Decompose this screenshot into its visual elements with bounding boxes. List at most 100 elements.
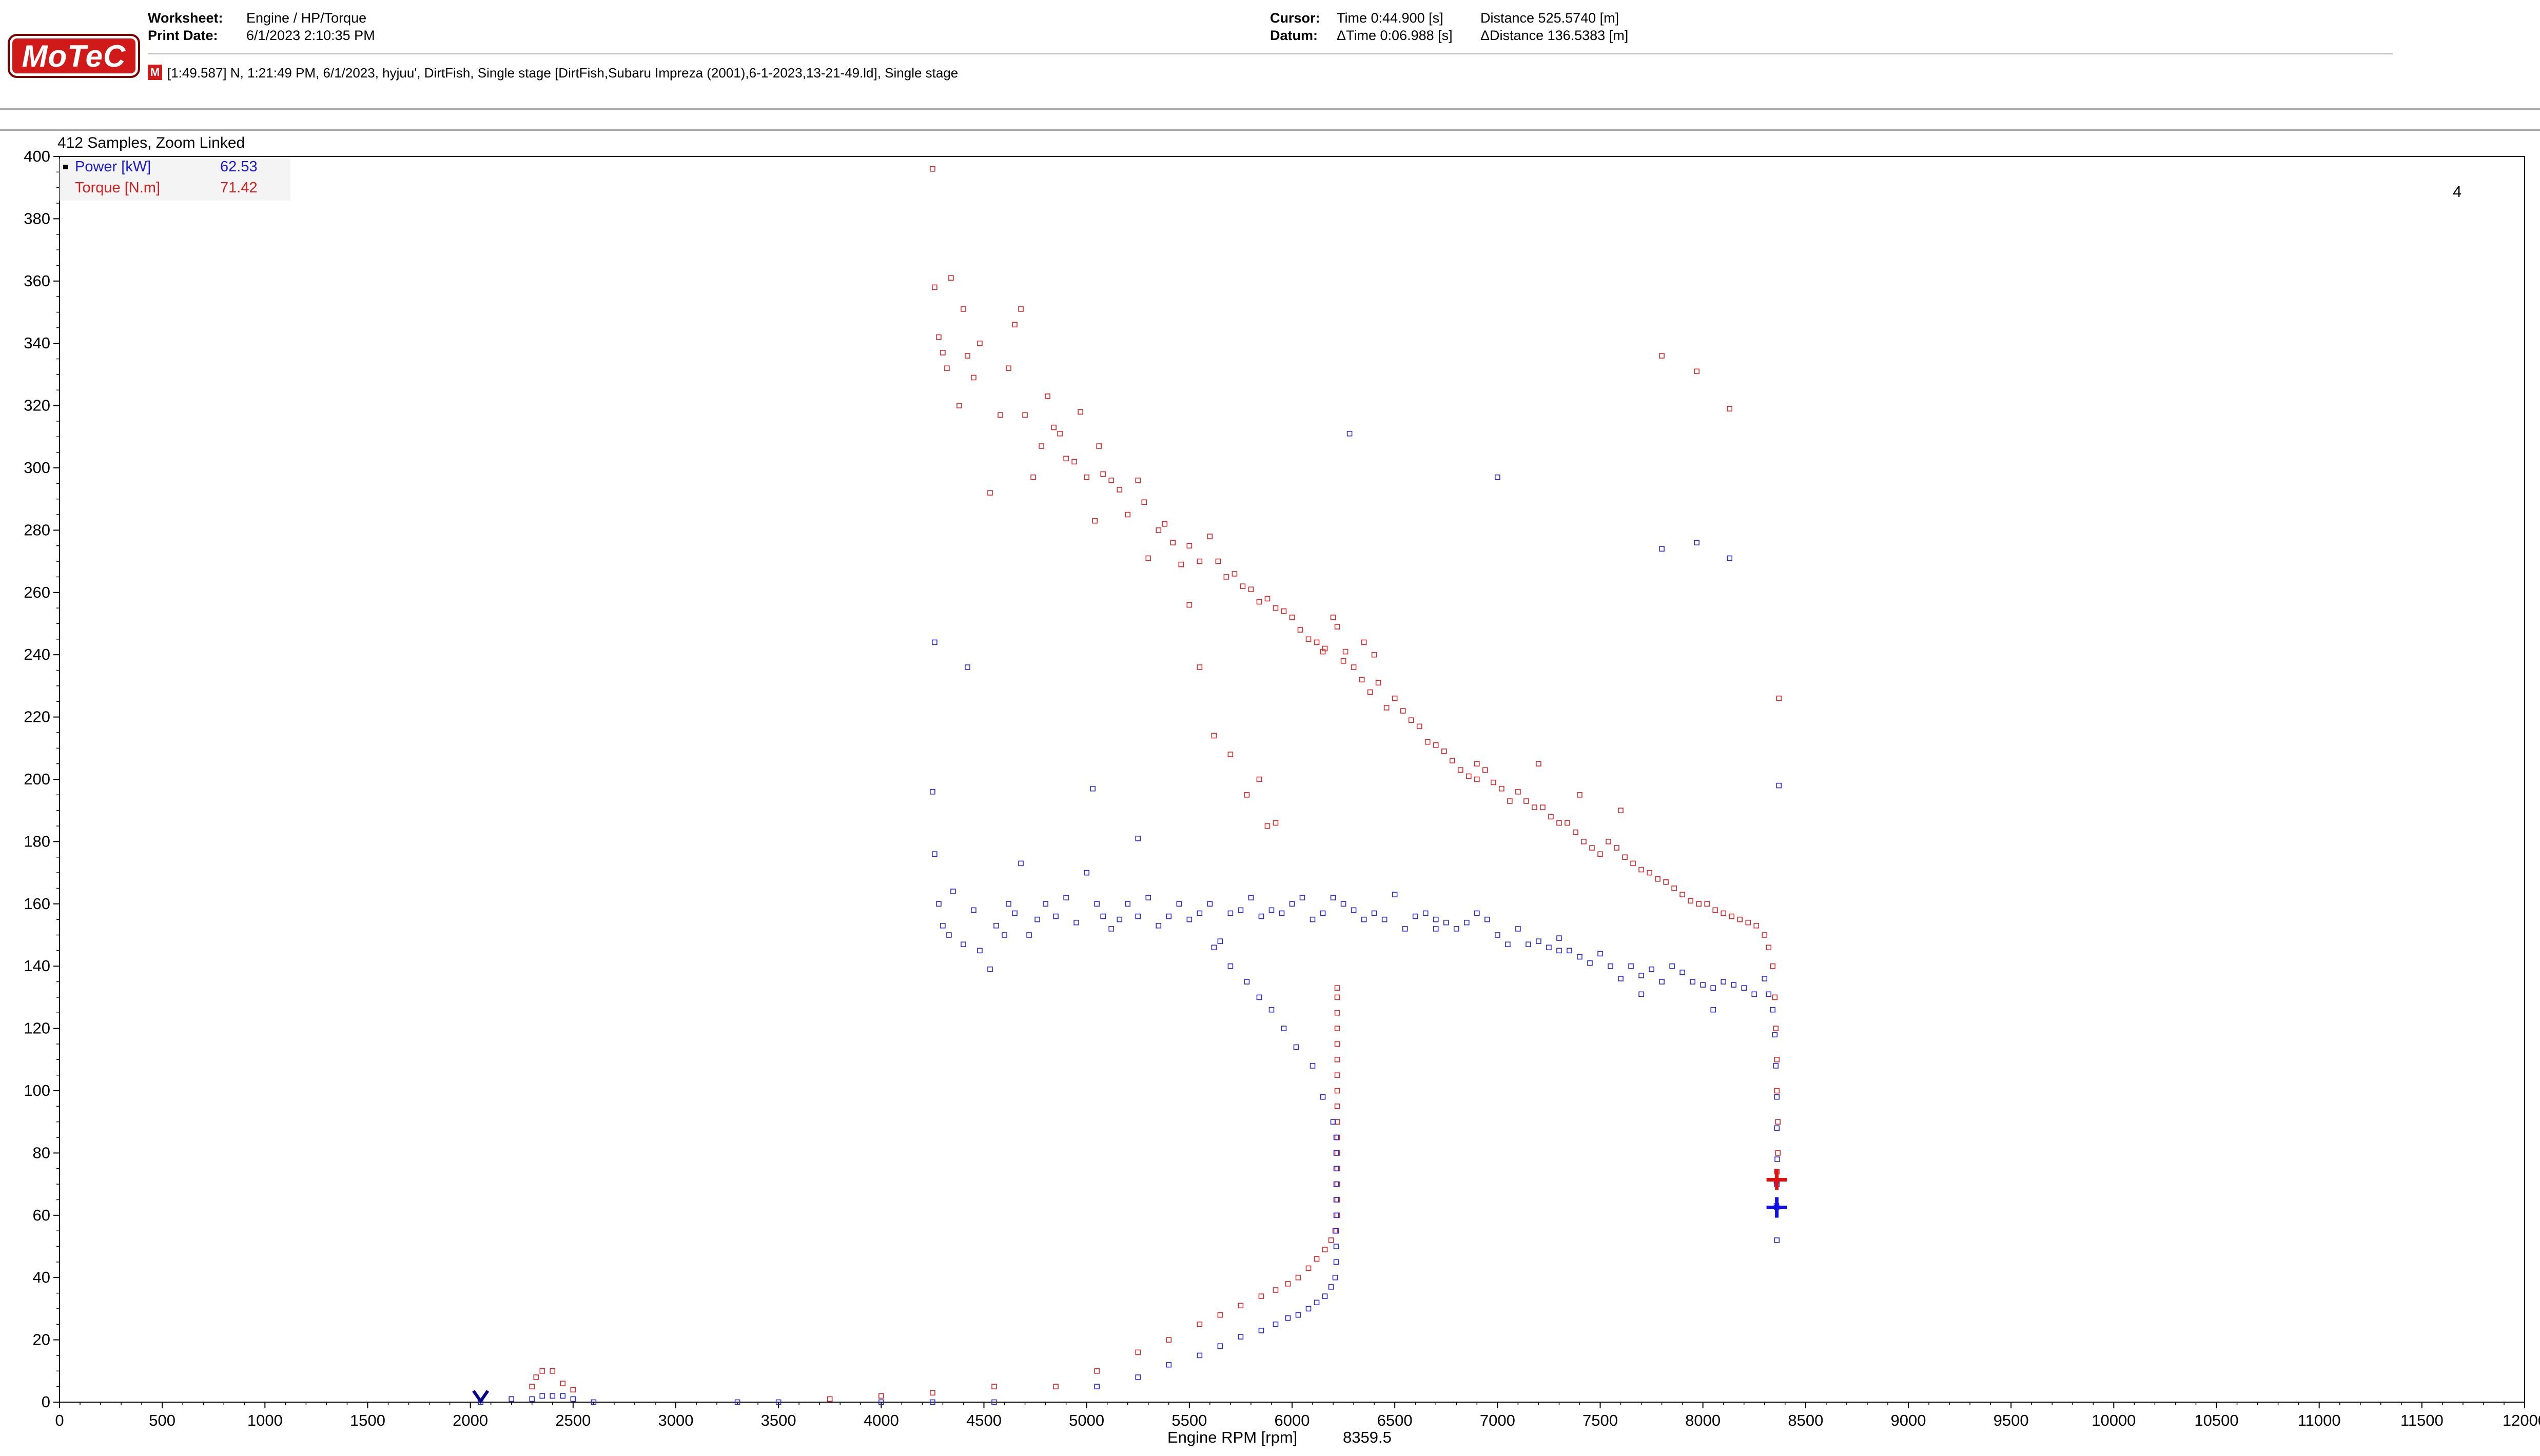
power-point bbox=[1433, 916, 1439, 922]
torque-point bbox=[1647, 870, 1652, 876]
power-point bbox=[1258, 1328, 1264, 1333]
torque-point bbox=[1351, 664, 1357, 670]
torque-point bbox=[1340, 658, 1346, 664]
torque-point bbox=[1285, 1281, 1291, 1287]
power-point bbox=[1256, 994, 1262, 1000]
torque-point bbox=[1614, 845, 1619, 851]
x-tick-label: 8500 bbox=[1788, 1411, 1823, 1429]
power-point bbox=[1268, 907, 1275, 913]
torque-point bbox=[1371, 652, 1377, 658]
power-point bbox=[1679, 970, 1685, 975]
torque-point bbox=[1334, 1088, 1340, 1094]
torque-point bbox=[827, 1396, 833, 1402]
power-point bbox=[1351, 907, 1357, 913]
torque-point bbox=[1328, 1237, 1334, 1243]
torque-point bbox=[991, 1384, 997, 1389]
torque-point bbox=[1053, 1384, 1059, 1389]
power-point bbox=[1556, 935, 1562, 941]
torque-point bbox=[956, 403, 962, 408]
power-point bbox=[1333, 1259, 1339, 1265]
torque-point bbox=[878, 1393, 884, 1399]
power-point bbox=[1587, 960, 1593, 966]
power-point bbox=[1333, 1134, 1339, 1140]
power-point bbox=[1346, 430, 1353, 437]
torque-point bbox=[1186, 543, 1193, 549]
torque-point bbox=[1227, 752, 1234, 757]
power-point bbox=[1766, 991, 1772, 997]
power-point bbox=[1770, 1007, 1776, 1013]
torque-point bbox=[1334, 1010, 1340, 1016]
torque-point bbox=[1375, 680, 1381, 686]
motec-logo: MoTeC bbox=[8, 34, 140, 78]
power-point bbox=[1328, 1284, 1334, 1290]
power-point bbox=[971, 907, 976, 913]
power-point bbox=[1333, 1212, 1339, 1218]
torque-point bbox=[948, 275, 954, 281]
torque-point bbox=[1289, 615, 1295, 620]
x-tick-label: 6500 bbox=[1377, 1411, 1413, 1429]
y-tick-label: 40 bbox=[33, 1268, 50, 1286]
power-point bbox=[1597, 951, 1603, 957]
power-point bbox=[1495, 932, 1500, 938]
torque-point bbox=[1078, 409, 1083, 415]
torque-point bbox=[1334, 994, 1340, 1000]
torque-point bbox=[1466, 773, 1472, 779]
legend-power-value: 62.53 bbox=[220, 159, 258, 175]
torque-point bbox=[1772, 994, 1778, 1000]
torque-point bbox=[1523, 798, 1529, 804]
power-point bbox=[1310, 916, 1316, 922]
power-point bbox=[1006, 901, 1011, 907]
x-tick-label: 1500 bbox=[350, 1411, 385, 1429]
y-tick-label: 360 bbox=[24, 272, 50, 290]
power-point bbox=[1659, 546, 1665, 552]
torque-point bbox=[1330, 615, 1336, 620]
torque-point bbox=[1694, 368, 1699, 375]
session-info: [1:49.587] N, 1:21:49 PM, 6/1/2023, hyju… bbox=[167, 65, 959, 81]
power-point bbox=[1094, 901, 1100, 907]
torque-point bbox=[1273, 820, 1279, 826]
power-point bbox=[1567, 948, 1572, 954]
power-point bbox=[961, 941, 966, 948]
torque-point bbox=[1281, 608, 1287, 614]
torque-point bbox=[1499, 785, 1505, 792]
power-point bbox=[1371, 910, 1377, 916]
plot-panel[interactable] bbox=[0, 129, 2540, 1456]
x-tick-label: 6000 bbox=[1275, 1411, 1310, 1429]
datum-marker bbox=[472, 1390, 490, 1404]
power-point bbox=[1273, 1321, 1279, 1327]
power-point bbox=[1238, 907, 1244, 913]
y-tick-label: 400 bbox=[24, 147, 50, 165]
torque-point bbox=[1367, 689, 1373, 695]
power-point bbox=[1217, 1343, 1223, 1349]
power-point bbox=[1018, 860, 1024, 867]
power-point bbox=[1727, 555, 1733, 561]
torque-point bbox=[1156, 527, 1162, 533]
torque-point bbox=[1334, 1072, 1340, 1078]
power-point bbox=[1333, 1181, 1339, 1187]
power-point bbox=[1166, 1362, 1172, 1368]
y-tick-label: 100 bbox=[24, 1081, 50, 1099]
power-point bbox=[1117, 916, 1123, 922]
power-point bbox=[509, 1396, 515, 1402]
x-tick-label: 5500 bbox=[1171, 1411, 1207, 1429]
chart-legend[interactable]: Power [kW] 62.53 Torque [N.m] 71.42 bbox=[60, 159, 290, 201]
torque-point bbox=[1297, 627, 1303, 633]
torque-point bbox=[570, 1387, 576, 1393]
torque-point bbox=[533, 1374, 539, 1380]
torque-point bbox=[1045, 393, 1050, 399]
power-point bbox=[993, 922, 999, 929]
torque-point bbox=[1197, 1321, 1203, 1327]
torque-point bbox=[1773, 1026, 1779, 1031]
power-point bbox=[529, 1396, 535, 1402]
datum-time: ΔTime 0:06.988 [s] bbox=[1337, 28, 1453, 43]
power-point bbox=[1207, 901, 1213, 907]
power-point bbox=[1608, 963, 1613, 969]
power-point bbox=[1090, 785, 1096, 792]
torque-point bbox=[1392, 695, 1398, 701]
torque-point bbox=[1361, 639, 1367, 645]
power-point bbox=[1268, 1007, 1275, 1013]
torque-point bbox=[1630, 860, 1636, 867]
power-point bbox=[991, 1399, 997, 1405]
torque-point bbox=[1688, 898, 1693, 904]
